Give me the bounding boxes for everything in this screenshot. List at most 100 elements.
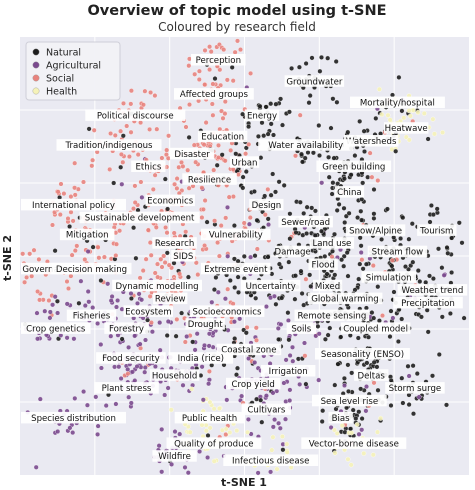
scatter-point bbox=[376, 318, 382, 324]
scatter-point bbox=[385, 112, 391, 118]
scatter-point bbox=[329, 254, 335, 260]
scatter-point bbox=[270, 434, 276, 440]
scatter-point bbox=[184, 334, 190, 339]
scatter-point bbox=[128, 101, 134, 107]
scatter-point bbox=[126, 344, 132, 350]
scatter-point bbox=[136, 291, 142, 297]
scatter-point bbox=[207, 425, 213, 431]
scatter-point bbox=[58, 181, 64, 187]
scatter-point bbox=[209, 101, 215, 107]
scatter-point bbox=[172, 429, 178, 435]
topic-label-background bbox=[21, 411, 126, 424]
scatter-point bbox=[72, 160, 78, 166]
topic-label: Crop genetics bbox=[21, 322, 91, 334]
scatter-point bbox=[425, 329, 431, 335]
legend-label-health: Health bbox=[46, 87, 77, 98]
topic-label-text: Stream flow bbox=[372, 248, 424, 258]
scatter-point bbox=[247, 215, 253, 221]
scatter-point bbox=[152, 364, 158, 369]
scatter-point bbox=[306, 100, 312, 106]
legend-marker-health bbox=[32, 87, 40, 95]
scatter-point bbox=[269, 447, 275, 453]
topic-label-background bbox=[145, 194, 195, 207]
topic-label: Infectious disease bbox=[223, 454, 319, 467]
scatter-point bbox=[132, 183, 138, 189]
scatter-point bbox=[287, 211, 293, 217]
scatter-point bbox=[118, 376, 124, 381]
scatter-point bbox=[332, 450, 338, 456]
topic-label-background bbox=[171, 250, 196, 262]
topic-label-text: Review bbox=[155, 295, 186, 305]
scatter-point bbox=[303, 276, 309, 282]
topic-label-text: Land use bbox=[312, 239, 351, 249]
scatter-point bbox=[353, 416, 359, 421]
scatter-point bbox=[262, 193, 268, 199]
topic-label: Resilience bbox=[182, 173, 237, 185]
topic-label: Precipitation bbox=[393, 296, 463, 309]
scatter-point bbox=[186, 63, 192, 69]
scatter-point bbox=[171, 230, 177, 236]
topic-label-background bbox=[328, 411, 353, 424]
scatter-point bbox=[316, 377, 322, 383]
scatter-point bbox=[142, 369, 148, 375]
scatter-point bbox=[332, 382, 338, 388]
scatter-point bbox=[224, 397, 230, 403]
scatter-point bbox=[138, 345, 144, 351]
scatter-point bbox=[90, 305, 96, 311]
scatter-point bbox=[348, 462, 354, 468]
scatter-point bbox=[164, 147, 170, 153]
scatter-point bbox=[358, 208, 364, 214]
topic-label-text: Fisheries bbox=[73, 312, 111, 322]
scatter-point bbox=[33, 464, 39, 470]
topic-label-background bbox=[258, 139, 354, 151]
topic-label: Simulation bbox=[361, 271, 416, 283]
scatter-point bbox=[297, 381, 303, 387]
topic-label-text: Infectious disease bbox=[232, 457, 309, 467]
scatter-point bbox=[401, 115, 407, 121]
topic-label: Ethics bbox=[131, 160, 166, 173]
scatter-point bbox=[203, 120, 209, 126]
scatter-point bbox=[278, 96, 284, 102]
scatter-point bbox=[126, 154, 132, 160]
scatter-point bbox=[398, 236, 404, 241]
topic-label-text: Coupled model bbox=[343, 324, 408, 334]
scatter-point bbox=[304, 231, 310, 236]
scatter-point bbox=[72, 395, 78, 401]
topic-label: Remote sensing bbox=[294, 309, 370, 322]
scatter-point bbox=[203, 428, 209, 434]
scatter-point bbox=[232, 285, 238, 290]
scatter-point bbox=[61, 191, 67, 197]
scatter-point bbox=[234, 372, 239, 378]
topic-label: Mortality/hospital bbox=[350, 96, 445, 109]
topic-label-background bbox=[104, 322, 149, 334]
scatter-point bbox=[360, 180, 366, 186]
scatter-point bbox=[363, 261, 369, 267]
topic-label-background bbox=[301, 437, 407, 449]
scatter-point bbox=[243, 330, 249, 336]
topic-label-text: Weather trend bbox=[401, 286, 463, 296]
scatter-point bbox=[284, 449, 290, 455]
scatter-point bbox=[148, 252, 154, 258]
topic-label-text: China bbox=[337, 188, 362, 198]
scatter-point bbox=[409, 221, 415, 227]
scatter-point bbox=[334, 99, 340, 105]
scatter-point bbox=[246, 124, 252, 130]
scatter-point bbox=[119, 181, 125, 187]
scatter-point bbox=[346, 210, 352, 216]
scatter-point bbox=[93, 394, 99, 400]
topic-label-background bbox=[94, 382, 159, 394]
scatter-point bbox=[152, 172, 158, 178]
topic-label-background bbox=[216, 343, 282, 356]
topic-label: Sea level rise bbox=[312, 394, 387, 407]
topic-label: Design bbox=[249, 198, 284, 211]
topic-label: Fisheries bbox=[66, 309, 117, 322]
scatter-point bbox=[287, 236, 293, 242]
scatter-point bbox=[444, 402, 449, 408]
scatter-point bbox=[375, 429, 380, 435]
scatter-point bbox=[440, 130, 446, 135]
topic-labels: Perception Groundwater Affected groups Mort… bbox=[21, 54, 468, 467]
chart-title: Overview of topic model using t-SNE bbox=[87, 3, 386, 19]
scatter-point bbox=[207, 44, 213, 50]
topic-label: Species distribution bbox=[21, 411, 126, 424]
